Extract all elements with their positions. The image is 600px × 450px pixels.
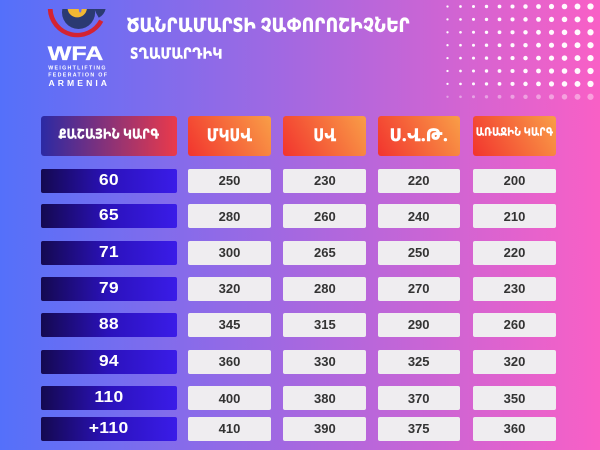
svg-text:ARMENIA: ARMENIA	[49, 78, 108, 88]
svg-text:WEIGHTLIFTING: WEIGHTLIFTING	[48, 65, 105, 71]
svg-text:WFA: WFA	[48, 44, 104, 65]
svg-text:FEDERATION OF: FEDERATION OF	[48, 73, 108, 79]
